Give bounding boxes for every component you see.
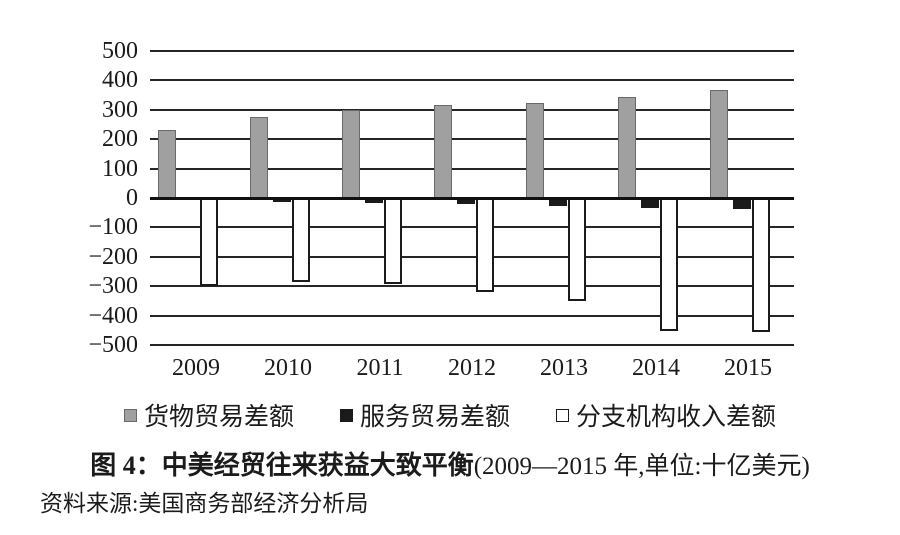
y-tick-label: 500 xyxy=(102,38,138,64)
x-tick-label: 2013 xyxy=(540,355,588,381)
chart-legend: 货物贸易差额 服务贸易差额 分支机构收入差额 xyxy=(0,397,900,433)
gridline xyxy=(150,167,794,170)
legend-swatch-goods xyxy=(123,408,137,422)
zero-axis-line xyxy=(150,196,794,200)
y-tick-label: −500 xyxy=(88,332,138,358)
gridline xyxy=(150,108,794,111)
y-tick-label: 100 xyxy=(102,155,138,182)
x-tick-label: 2009 xyxy=(172,355,220,381)
bar-services-2011 xyxy=(365,198,383,204)
gridline xyxy=(150,138,794,141)
bar-goods-2014 xyxy=(618,97,636,198)
bar-services-2014 xyxy=(641,198,659,208)
figure-title-subtitle: (2009—2015 年,单位:十亿美元) xyxy=(473,453,810,480)
bar-branch-income-2010 xyxy=(292,198,310,283)
bar-services-2015 xyxy=(733,198,751,209)
y-tick-label: 200 xyxy=(102,126,138,153)
bar-branch-income-2011 xyxy=(384,198,402,285)
bar-goods-2010 xyxy=(250,117,268,198)
y-tick-label: −400 xyxy=(88,302,138,329)
x-tick-label: 2011 xyxy=(356,355,404,381)
figure-title: 图 4：中美经贸往来获益大致平衡 xyxy=(90,451,474,480)
bar-goods-2012 xyxy=(434,104,452,198)
bar-goods-2009 xyxy=(158,130,176,198)
y-tick-label: −300 xyxy=(88,273,138,300)
y-tick-label: 300 xyxy=(102,96,138,123)
bar-branch-income-2013 xyxy=(568,198,586,301)
bar-goods-2013 xyxy=(526,103,544,198)
bar-goods-2011 xyxy=(342,109,360,198)
legend-item-branch-income: 分支机构收入差额 xyxy=(556,397,776,433)
bar-branch-income-2015 xyxy=(752,198,770,333)
x-tick-label: 2015 xyxy=(724,355,772,381)
source-note: 资料来源:美国商务部经济分析局 xyxy=(40,491,369,516)
y-tick-label: 400 xyxy=(102,67,138,94)
gridline xyxy=(150,226,794,229)
bar-goods-2015 xyxy=(710,90,728,198)
legend-label-services: 服务贸易差额 xyxy=(359,404,510,431)
gridline xyxy=(150,50,794,52)
y-axis-labels: 500 400 300 200 100 0 −100 −200 −300 −400 −500 xyxy=(50,38,138,358)
bar-services-2013 xyxy=(549,198,567,206)
bar-branch-income-2012 xyxy=(476,198,494,293)
gridline xyxy=(150,344,794,346)
x-tick-label: 2012 xyxy=(448,355,496,381)
x-tick-label: 2014 xyxy=(632,355,680,381)
bar-branch-income-2009 xyxy=(200,198,218,286)
bar-services-2010 xyxy=(273,198,291,202)
legend-swatch-branch-income xyxy=(556,408,569,422)
legend-swatch-services xyxy=(339,408,353,422)
gridline xyxy=(150,255,794,258)
y-tick-label: 0 xyxy=(126,185,138,211)
legend-label-branch-income: 分支机构收入差额 xyxy=(576,404,777,431)
x-tick-label: 2010 xyxy=(264,355,312,381)
legend-item-goods: 货物贸易差额 xyxy=(123,397,294,433)
bar-chart-plot xyxy=(150,50,794,346)
bar-services-2012 xyxy=(457,198,475,205)
legend-item-services: 服务贸易差额 xyxy=(339,397,510,433)
bar-branch-income-2014 xyxy=(660,198,678,331)
y-tick-label: −200 xyxy=(88,243,138,270)
gridline xyxy=(150,285,794,288)
legend-label-goods: 货物贸易差额 xyxy=(143,404,294,431)
x-axis-labels: 2009 2010 2011 2012 2013 2014 2015 xyxy=(150,353,794,385)
y-tick-label: −100 xyxy=(88,214,138,241)
gridline xyxy=(150,79,794,82)
gridline xyxy=(150,314,794,317)
figure-caption: 图 4：中美经贸往来获益大致平衡(2009—2015 年,单位:十亿美元) xyxy=(0,450,900,483)
